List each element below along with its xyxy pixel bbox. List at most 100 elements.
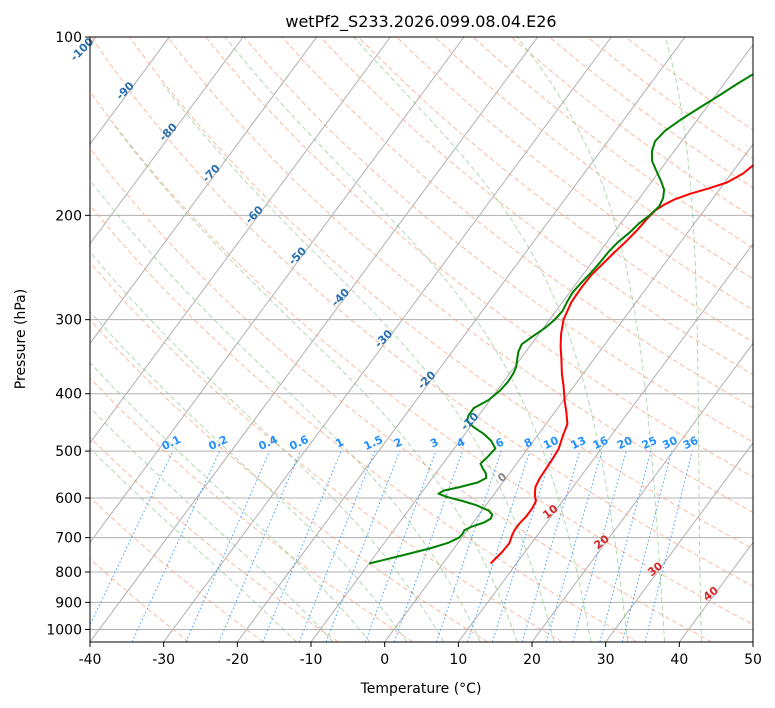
dry-adiabat-label: -30	[372, 327, 395, 350]
moist-adiabat	[517, 37, 666, 642]
dry-adiabat	[396, 37, 753, 311]
dry-adiabat-label: -20	[415, 368, 438, 391]
dry-adiabat-label: -60	[243, 203, 266, 226]
moist-adiabat	[90, 251, 445, 642]
mixing-ratio-label: 36	[681, 434, 701, 452]
dry-adiabat	[90, 261, 563, 642]
mixing-ratio-line	[545, 450, 603, 642]
isotherm	[90, 37, 391, 444]
y-tick-label: 600	[55, 491, 82, 507]
isotherm	[90, 37, 465, 544]
mixing-ratio-label: 20	[615, 434, 635, 452]
dry-adiabat-label: -80	[157, 120, 180, 143]
x-tick-label: -40	[79, 652, 102, 668]
dry-adiabat	[472, 37, 753, 249]
x-tick-label: 0	[380, 652, 389, 668]
moist-adiabat	[224, 37, 592, 642]
moist-adiabat	[90, 310, 408, 642]
dry-adiabat	[281, 37, 753, 409]
mixing-ratio-label: 0.2	[207, 433, 230, 453]
y-tick-label: 200	[55, 208, 82, 224]
dry-adiabat	[434, 37, 753, 280]
temperature-line	[489, 164, 753, 565]
mixing-ratio-line	[491, 450, 553, 642]
dry-adiabat	[90, 496, 264, 642]
y-tick-label: 800	[55, 565, 82, 581]
moist-adiabat-label: 10	[540, 502, 560, 522]
dewpoint-line	[368, 73, 753, 565]
mixing-ratio-line	[393, 450, 463, 642]
x-tick-label: 20	[523, 652, 541, 668]
chart-title: wetPf2_S233.2026.099.08.04.E26	[285, 12, 556, 32]
y-tick-label: 100	[55, 30, 82, 46]
isotherm	[90, 37, 170, 146]
isotherm	[605, 442, 753, 642]
dry-adiabat-label: -40	[329, 286, 352, 309]
y-tick-label: 900	[55, 595, 82, 611]
mixing-ratio-label: 2	[392, 435, 404, 450]
mixing-ratio-label: 10	[541, 434, 561, 452]
dry-adiabat	[90, 377, 414, 642]
dry-adiabat	[129, 37, 753, 550]
mixing-ratio-line	[621, 450, 672, 642]
moist-adiabat	[665, 37, 702, 642]
dry-adiabat-label: -50	[286, 244, 309, 267]
mixing-ratio-label: 16	[591, 434, 611, 452]
y-tick-label: 300	[55, 313, 82, 329]
moist-adiabat	[90, 447, 297, 642]
mixing-ratio-label: 1	[333, 435, 345, 450]
moist-adiabat	[90, 406, 334, 642]
isotherm	[531, 342, 753, 642]
isotherm	[457, 242, 753, 642]
mixing-ratio-line	[521, 450, 581, 642]
background-lines	[90, 37, 753, 642]
dry-adiabat	[548, 37, 753, 189]
mixing-ratio-line	[467, 450, 531, 642]
dry-adiabat	[90, 90, 753, 626]
dry-adiabat	[510, 37, 753, 219]
moist-adiabat-label: 30	[645, 559, 665, 579]
isotherm	[384, 143, 753, 642]
mixing-ratio-label: 13	[569, 434, 588, 452]
mixing-ratio-line	[218, 450, 301, 642]
x-axis-label: Temperature (°C)	[360, 681, 482, 697]
mixing-ratio-line	[298, 450, 376, 642]
dry-adiabat	[90, 319, 488, 642]
dry-adiabat	[90, 147, 712, 642]
y-axis-label: Pressure (hPa)	[13, 289, 29, 389]
mixing-ratio-label: 25	[640, 434, 659, 452]
mixing-ratio-line	[644, 450, 693, 642]
mixing-ratio-label: 3	[428, 435, 440, 450]
mixing-ratio-line	[262, 450, 342, 642]
mixing-ratio-line	[185, 450, 271, 642]
mixing-ratio-line	[572, 450, 627, 642]
isotherm	[678, 541, 753, 642]
y-tick-label: 1000	[46, 622, 82, 638]
mixing-ratio-label: 30	[660, 434, 680, 452]
x-tick-label: -10	[300, 652, 323, 668]
dry-adiabat	[90, 204, 638, 642]
plot-frame	[89, 36, 754, 643]
x-tick-label: 50	[744, 652, 762, 668]
moist-adiabat	[353, 37, 629, 642]
moist-adiabat	[90, 179, 481, 642]
x-tick-label: 30	[597, 652, 615, 668]
moist-adiabat	[112, 123, 518, 642]
x-tick-label: 10	[449, 652, 467, 668]
x-tick-label: -20	[226, 652, 249, 668]
isotherm	[90, 37, 244, 245]
mixing-ratio-label: 0.4	[257, 433, 280, 453]
isotherm	[90, 37, 539, 642]
isotherm	[163, 37, 612, 642]
y-tick-label: 500	[55, 444, 82, 460]
profile-lines	[368, 73, 753, 565]
moist-adiabat-label: 40	[701, 584, 721, 604]
x-tick-label: 40	[670, 652, 688, 668]
isotherm	[90, 37, 318, 345]
mixing-ratio-line	[325, 450, 401, 642]
mixing-ratio-line	[599, 450, 652, 642]
dry-adiabat	[243, 37, 753, 443]
mixing-ratio-line	[435, 450, 502, 642]
